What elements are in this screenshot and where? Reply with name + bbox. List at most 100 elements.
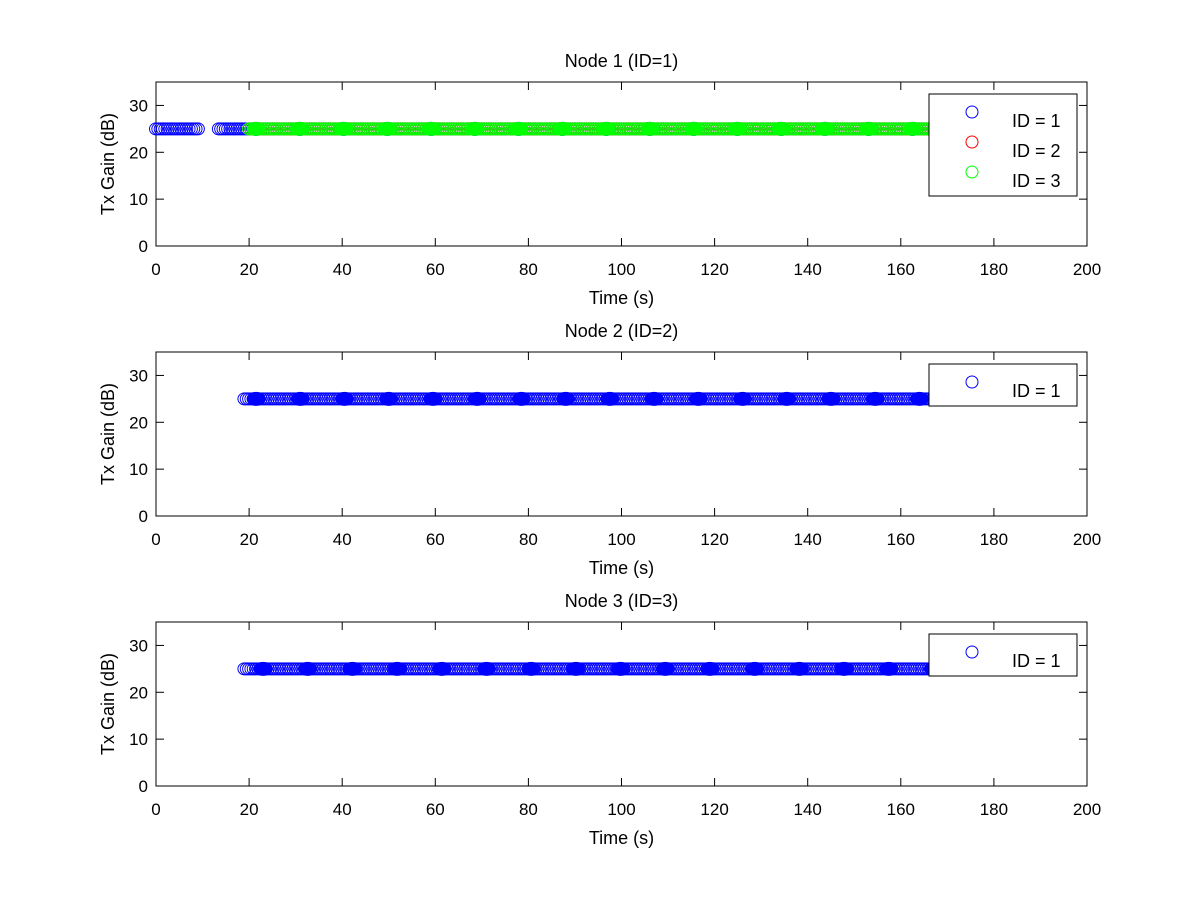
data-point-filled xyxy=(596,121,616,136)
subplot-3: Node 3 (ID=3)0 20 40 60 80 100 120 140 160 180 200… xyxy=(98,591,1101,848)
data-point-filled xyxy=(477,661,496,676)
data-point-filled xyxy=(334,121,354,136)
legend-marker xyxy=(965,645,979,659)
x-tick-label: 140 xyxy=(794,530,822,549)
x-tick-label: 40 xyxy=(333,260,352,279)
x-tick-label: 60 xyxy=(426,260,445,279)
data-point-filled xyxy=(789,661,809,676)
x-tick-label: 0 xyxy=(151,530,160,549)
legend-box xyxy=(928,93,1078,197)
data-point-filled xyxy=(700,661,720,676)
data-point xyxy=(190,122,205,136)
x-tick-label: 80 xyxy=(519,800,538,819)
x-tick-label: 200 xyxy=(1073,260,1101,279)
x-tick-label: 60 xyxy=(426,530,445,549)
x-axis-label: Time (s) xyxy=(589,288,654,308)
data-point-filled xyxy=(879,661,899,676)
x-tick-label: 0 xyxy=(151,260,160,279)
data-point-filled xyxy=(688,391,708,406)
y-tick-label: 20 xyxy=(129,143,148,162)
y-tick-label: 20 xyxy=(129,683,148,702)
legend-label: ID = 1 xyxy=(1012,111,1061,131)
y-tick-label: 20 xyxy=(129,413,148,432)
x-tick-label: 160 xyxy=(887,530,915,549)
data-point-filled xyxy=(821,391,841,406)
data-point-filled xyxy=(727,121,747,136)
data-point-filled xyxy=(733,391,753,406)
x-tick-label: 100 xyxy=(607,260,635,279)
data-point-filled xyxy=(556,391,576,406)
chart-title: Node 1 (ID=1) xyxy=(565,51,679,71)
data-point-filled xyxy=(566,661,586,676)
legend: ID = 1 xyxy=(928,633,1078,677)
data-point-filled xyxy=(745,661,765,676)
data-point-filled xyxy=(432,661,452,676)
data-point-filled xyxy=(387,661,407,676)
legend-box xyxy=(928,363,1078,407)
data-point-filled xyxy=(771,121,791,136)
x-tick-label: 120 xyxy=(700,530,728,549)
y-axis-label: Tx Gain (dB) xyxy=(98,653,118,755)
x-tick-label: 100 xyxy=(607,800,635,819)
legend-box xyxy=(928,633,1078,677)
x-tick-label: 40 xyxy=(333,800,352,819)
x-tick-label: 200 xyxy=(1073,800,1101,819)
y-tick-label: 0 xyxy=(139,507,148,526)
data-point-filled xyxy=(640,121,660,136)
data-point-filled xyxy=(246,391,266,406)
y-tick-label: 10 xyxy=(129,460,148,479)
x-tick-label: 20 xyxy=(240,530,259,549)
x-tick-label: 40 xyxy=(333,530,352,549)
y-axis-label: Tx Gain (dB) xyxy=(98,383,118,485)
y-tick-label: 30 xyxy=(129,96,148,115)
y-axis-label: Tx Gain (dB) xyxy=(98,113,118,215)
x-tick-label: 180 xyxy=(980,260,1008,279)
data-point-filled xyxy=(552,121,572,136)
legend-marker xyxy=(965,375,979,389)
data-point-filled xyxy=(684,121,704,136)
legend-label: ID = 2 xyxy=(1012,141,1061,161)
data-point-filled xyxy=(644,391,664,406)
x-tick-label: 200 xyxy=(1073,530,1101,549)
x-tick-label: 120 xyxy=(700,260,728,279)
x-tick-label: 80 xyxy=(519,530,538,549)
x-axis-label: Time (s) xyxy=(589,828,654,848)
data-point-filled xyxy=(246,121,266,136)
x-tick-label: 20 xyxy=(240,800,259,819)
data-point-filled xyxy=(377,121,397,136)
legend: ID = 1 xyxy=(928,363,1078,407)
data-point-filled xyxy=(815,121,835,136)
data-point-filled xyxy=(465,121,485,136)
y-tick-label: 30 xyxy=(129,366,148,385)
data-point-filled xyxy=(611,661,631,676)
data-point-filled xyxy=(655,661,675,676)
x-tick-label: 80 xyxy=(519,260,538,279)
data-point-filled xyxy=(290,121,310,136)
data-point-filled xyxy=(834,661,854,676)
x-tick-label: 160 xyxy=(887,260,915,279)
legend-marker xyxy=(965,105,979,119)
data-point-filled xyxy=(902,121,922,136)
x-tick-label: 140 xyxy=(794,800,822,819)
x-tick-label: 120 xyxy=(700,800,728,819)
data-point-filled xyxy=(777,391,797,406)
x-tick-label: 140 xyxy=(794,260,822,279)
x-tick-label: 180 xyxy=(980,800,1008,819)
x-tick-label: 20 xyxy=(240,260,259,279)
chart-title: Node 2 (ID=2) xyxy=(565,321,679,341)
data-point-filled xyxy=(865,391,885,406)
subplot-1: Node 1 (ID=1) 0 20 40 60 80 100 120 140 160 180 200… xyxy=(98,51,1101,308)
data-point-filled xyxy=(421,121,441,136)
data-point-filled xyxy=(521,661,541,676)
y-tick-label: 10 xyxy=(129,190,148,209)
data-point-filled xyxy=(511,391,531,406)
data-point-filled xyxy=(253,661,273,676)
data-point-filled xyxy=(423,391,443,406)
legend-marker xyxy=(965,165,979,179)
legend-label: ID = 1 xyxy=(1012,651,1061,671)
data-point-filled xyxy=(335,391,355,406)
data-point-filled xyxy=(298,661,318,676)
y-tick-label: 10 xyxy=(129,730,148,749)
y-tick-label: 30 xyxy=(129,636,148,655)
